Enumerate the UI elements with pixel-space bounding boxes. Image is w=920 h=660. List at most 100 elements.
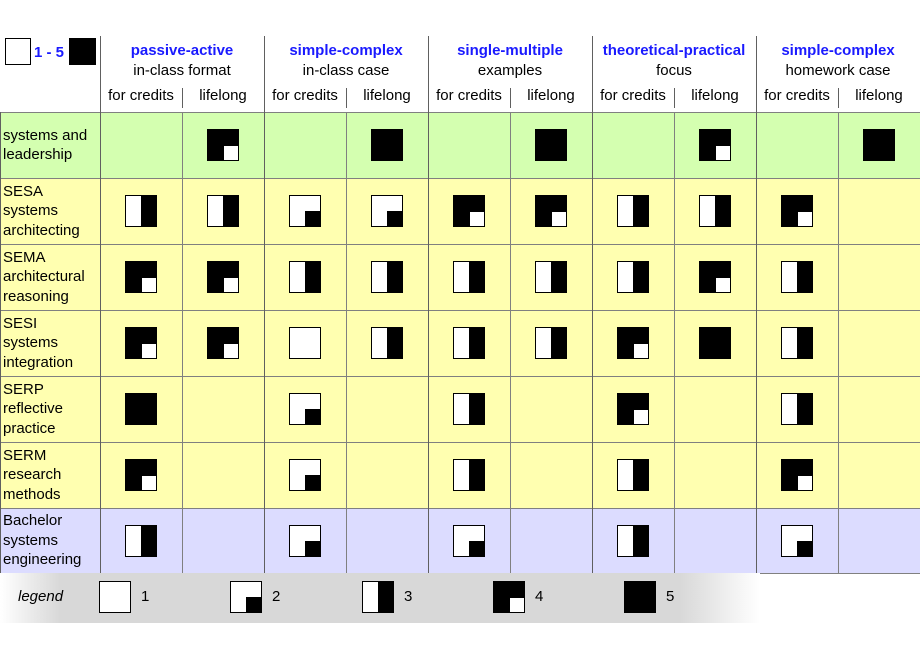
cell-rating-square [453, 524, 485, 557]
row-label-line: SESA [3, 182, 44, 200]
cell-rating-square [699, 261, 731, 293]
legend-value: 1 [141, 588, 150, 605]
row-label-line: SESI [3, 314, 38, 332]
cell-rating-square [535, 261, 567, 293]
cell-rating-square [453, 459, 485, 491]
legend-value: 3 [404, 588, 413, 605]
row-label-line: engineering [3, 551, 82, 569]
legend-value: 5 [666, 588, 675, 605]
cell-rating-square [371, 129, 403, 161]
row-label-line: reasoning [3, 287, 69, 305]
cell-rating-square [207, 195, 239, 227]
cell-rating-square [781, 393, 813, 425]
subcolumn-header: for credits [108, 87, 174, 104]
cell-rating-square [125, 459, 157, 491]
row-label: SERP reflective practice [3, 380, 63, 439]
cell-rating-square [207, 261, 239, 293]
row-label: SESI systems integration [3, 314, 73, 373]
dimension-title: single-multiple [457, 42, 563, 59]
cell-rating-square [617, 393, 649, 425]
row-background [0, 112, 920, 178]
cell-rating-square [781, 524, 813, 557]
legend-square [493, 581, 525, 613]
subcolumn-header: for credits [272, 87, 338, 104]
dimension-title: simple-complex [289, 42, 403, 59]
cell-rating-square [617, 195, 649, 227]
subcolumn-header: lifelong [691, 87, 739, 104]
row-label-line: research [3, 466, 62, 484]
cell-rating-square [535, 327, 567, 359]
row-label-line: systems [3, 531, 59, 549]
cell-rating-square [699, 129, 731, 161]
cell-rating-square [289, 459, 321, 491]
dimension-title: passive-active [130, 42, 234, 59]
cell-rating-square [863, 129, 895, 161]
scale-min-square [5, 38, 31, 65]
cell-rating-square [125, 524, 157, 557]
cell-rating-square [453, 327, 485, 359]
subcolumn-header: lifelong [527, 87, 575, 104]
row-label-line: architectural [3, 268, 85, 286]
cell-rating-square [125, 393, 157, 425]
row-label-line: SEMA [3, 248, 46, 266]
row-label-line: leadership [3, 146, 73, 163]
row-label-line: systems [3, 202, 59, 220]
cell-rating-square [289, 261, 321, 293]
cell-rating-square [617, 524, 649, 557]
cell-rating-square [289, 327, 321, 359]
cell-rating-square [125, 195, 157, 227]
cell-rating-square [453, 393, 485, 425]
row-label-line: methods [3, 485, 61, 503]
scale-label: 1 - 5 [34, 44, 65, 61]
row-label: Bachelor systems engineering [3, 511, 81, 570]
cell-rating-square [781, 327, 813, 359]
cell-rating-square [617, 327, 649, 359]
row-label-line: Bachelor [3, 512, 63, 530]
row-label: SESA systems architecting [3, 182, 80, 241]
legend-square [362, 581, 394, 613]
dimension-subtitle: in-class format [133, 62, 231, 79]
row-label: SEMA architectural reasoning [3, 248, 85, 307]
cell-rating-square [207, 129, 239, 161]
legend-value: 4 [535, 588, 544, 605]
subcolumn-header: for credits [764, 87, 830, 104]
subcolumn-header: lifelong [199, 87, 247, 104]
dimension-title: simple-complex [781, 42, 895, 59]
cell-rating-square [617, 459, 649, 491]
legend-value: 2 [272, 588, 281, 605]
subcolumn-header: lifelong [363, 87, 411, 104]
cell-rating-square [371, 195, 403, 227]
row-label-line: systems and [3, 126, 88, 144]
row-label-line: reflective [3, 400, 64, 418]
cell-rating-square [535, 195, 567, 227]
cell-rating-square [289, 195, 321, 227]
cell-rating-square [781, 195, 813, 227]
row-label-line: architecting [3, 221, 80, 239]
cell-rating-square [125, 261, 157, 293]
cell-rating-square [453, 261, 485, 293]
cell-rating-square [781, 459, 813, 491]
cell-rating-square [699, 195, 731, 227]
subcolumn-header: lifelong [855, 87, 903, 104]
legend-square [230, 581, 262, 613]
legend-label: legend [18, 588, 64, 605]
scale-max-square [69, 38, 96, 65]
cell-rating-square [453, 195, 485, 227]
cell-rating-square [289, 393, 321, 425]
subcolumn-header: for credits [436, 87, 502, 104]
row-label-line: SERM [3, 446, 47, 464]
dimension-subtitle: homework case [785, 62, 891, 79]
legend-square [99, 581, 131, 613]
row-label-line: systems [3, 334, 59, 352]
cell-rating-square [371, 327, 403, 359]
dimension-title: theoretical-practical [602, 42, 746, 59]
row-label: SERM research methods [3, 446, 61, 505]
cell-rating-square [125, 327, 157, 359]
cell-rating-square [289, 524, 321, 557]
dimension-subtitle: in-class case [302, 62, 390, 79]
row-label-line: practice [3, 419, 56, 437]
row-label: systems and leadership [3, 126, 87, 165]
cell-rating-square [781, 261, 813, 293]
dimension-subtitle: examples [477, 62, 543, 79]
cell-rating-square [207, 327, 239, 359]
